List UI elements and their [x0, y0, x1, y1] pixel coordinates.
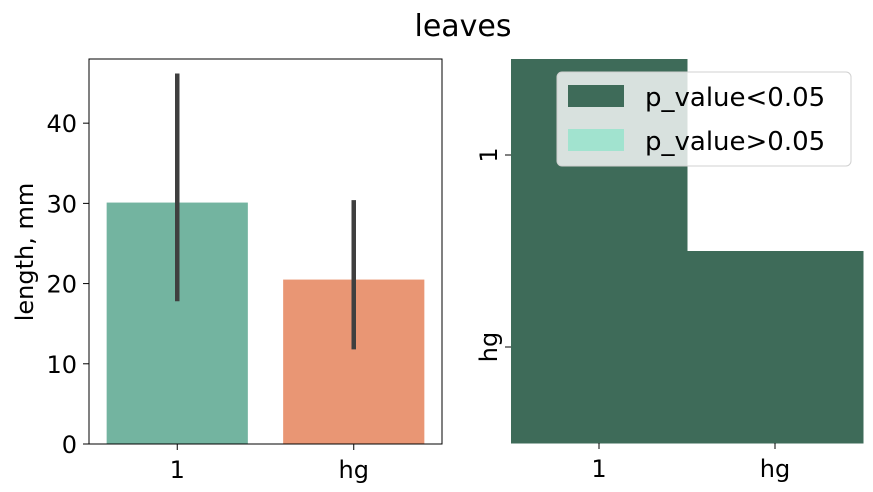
heatmap-y-ticks: 1 hg [475, 147, 511, 362]
heatmap-cell [687, 251, 864, 444]
x-tick-label: hg [339, 456, 369, 484]
bar-x-ticks: 1 hg [170, 444, 369, 484]
legend-label-significant: p_value<0.05 [645, 83, 825, 113]
legend-label-not-significant: p_value>0.05 [645, 127, 825, 157]
heatmap-legend: p_value<0.05 p_value>0.05 [556, 71, 852, 167]
y-tick-label: 0 [62, 431, 77, 459]
legend-swatch-not-significant [568, 129, 624, 151]
legend-swatch-significant [568, 85, 624, 107]
legend-frame [556, 71, 852, 167]
y-tick-label: 1 [475, 147, 503, 162]
x-tick-label: 1 [170, 456, 185, 484]
y-tick-label: 10 [46, 351, 77, 379]
figure-title: leaves [414, 9, 511, 44]
heatmap-x-ticks: 1 hg [591, 443, 790, 483]
y-tick-label: 40 [46, 110, 77, 138]
y-tick-label: 30 [46, 190, 77, 218]
bar-chart: 0 10 20 30 40 1 hg length, mm [11, 58, 443, 484]
x-tick-label: 1 [591, 455, 606, 483]
x-tick-label: hg [760, 455, 790, 483]
y-tick-label: 20 [46, 271, 77, 299]
y-axis-label: length, mm [11, 183, 39, 322]
y-tick-label: hg [475, 332, 503, 362]
significance-heatmap: 1 hg 1 hg p_value<0.05 p_value>0.05 [475, 59, 864, 483]
bar-marks [106, 73, 425, 444]
bar-y-ticks: 0 10 20 30 40 [46, 110, 89, 459]
heatmap-cell [511, 251, 688, 444]
bar-axes-frame [88, 58, 443, 445]
